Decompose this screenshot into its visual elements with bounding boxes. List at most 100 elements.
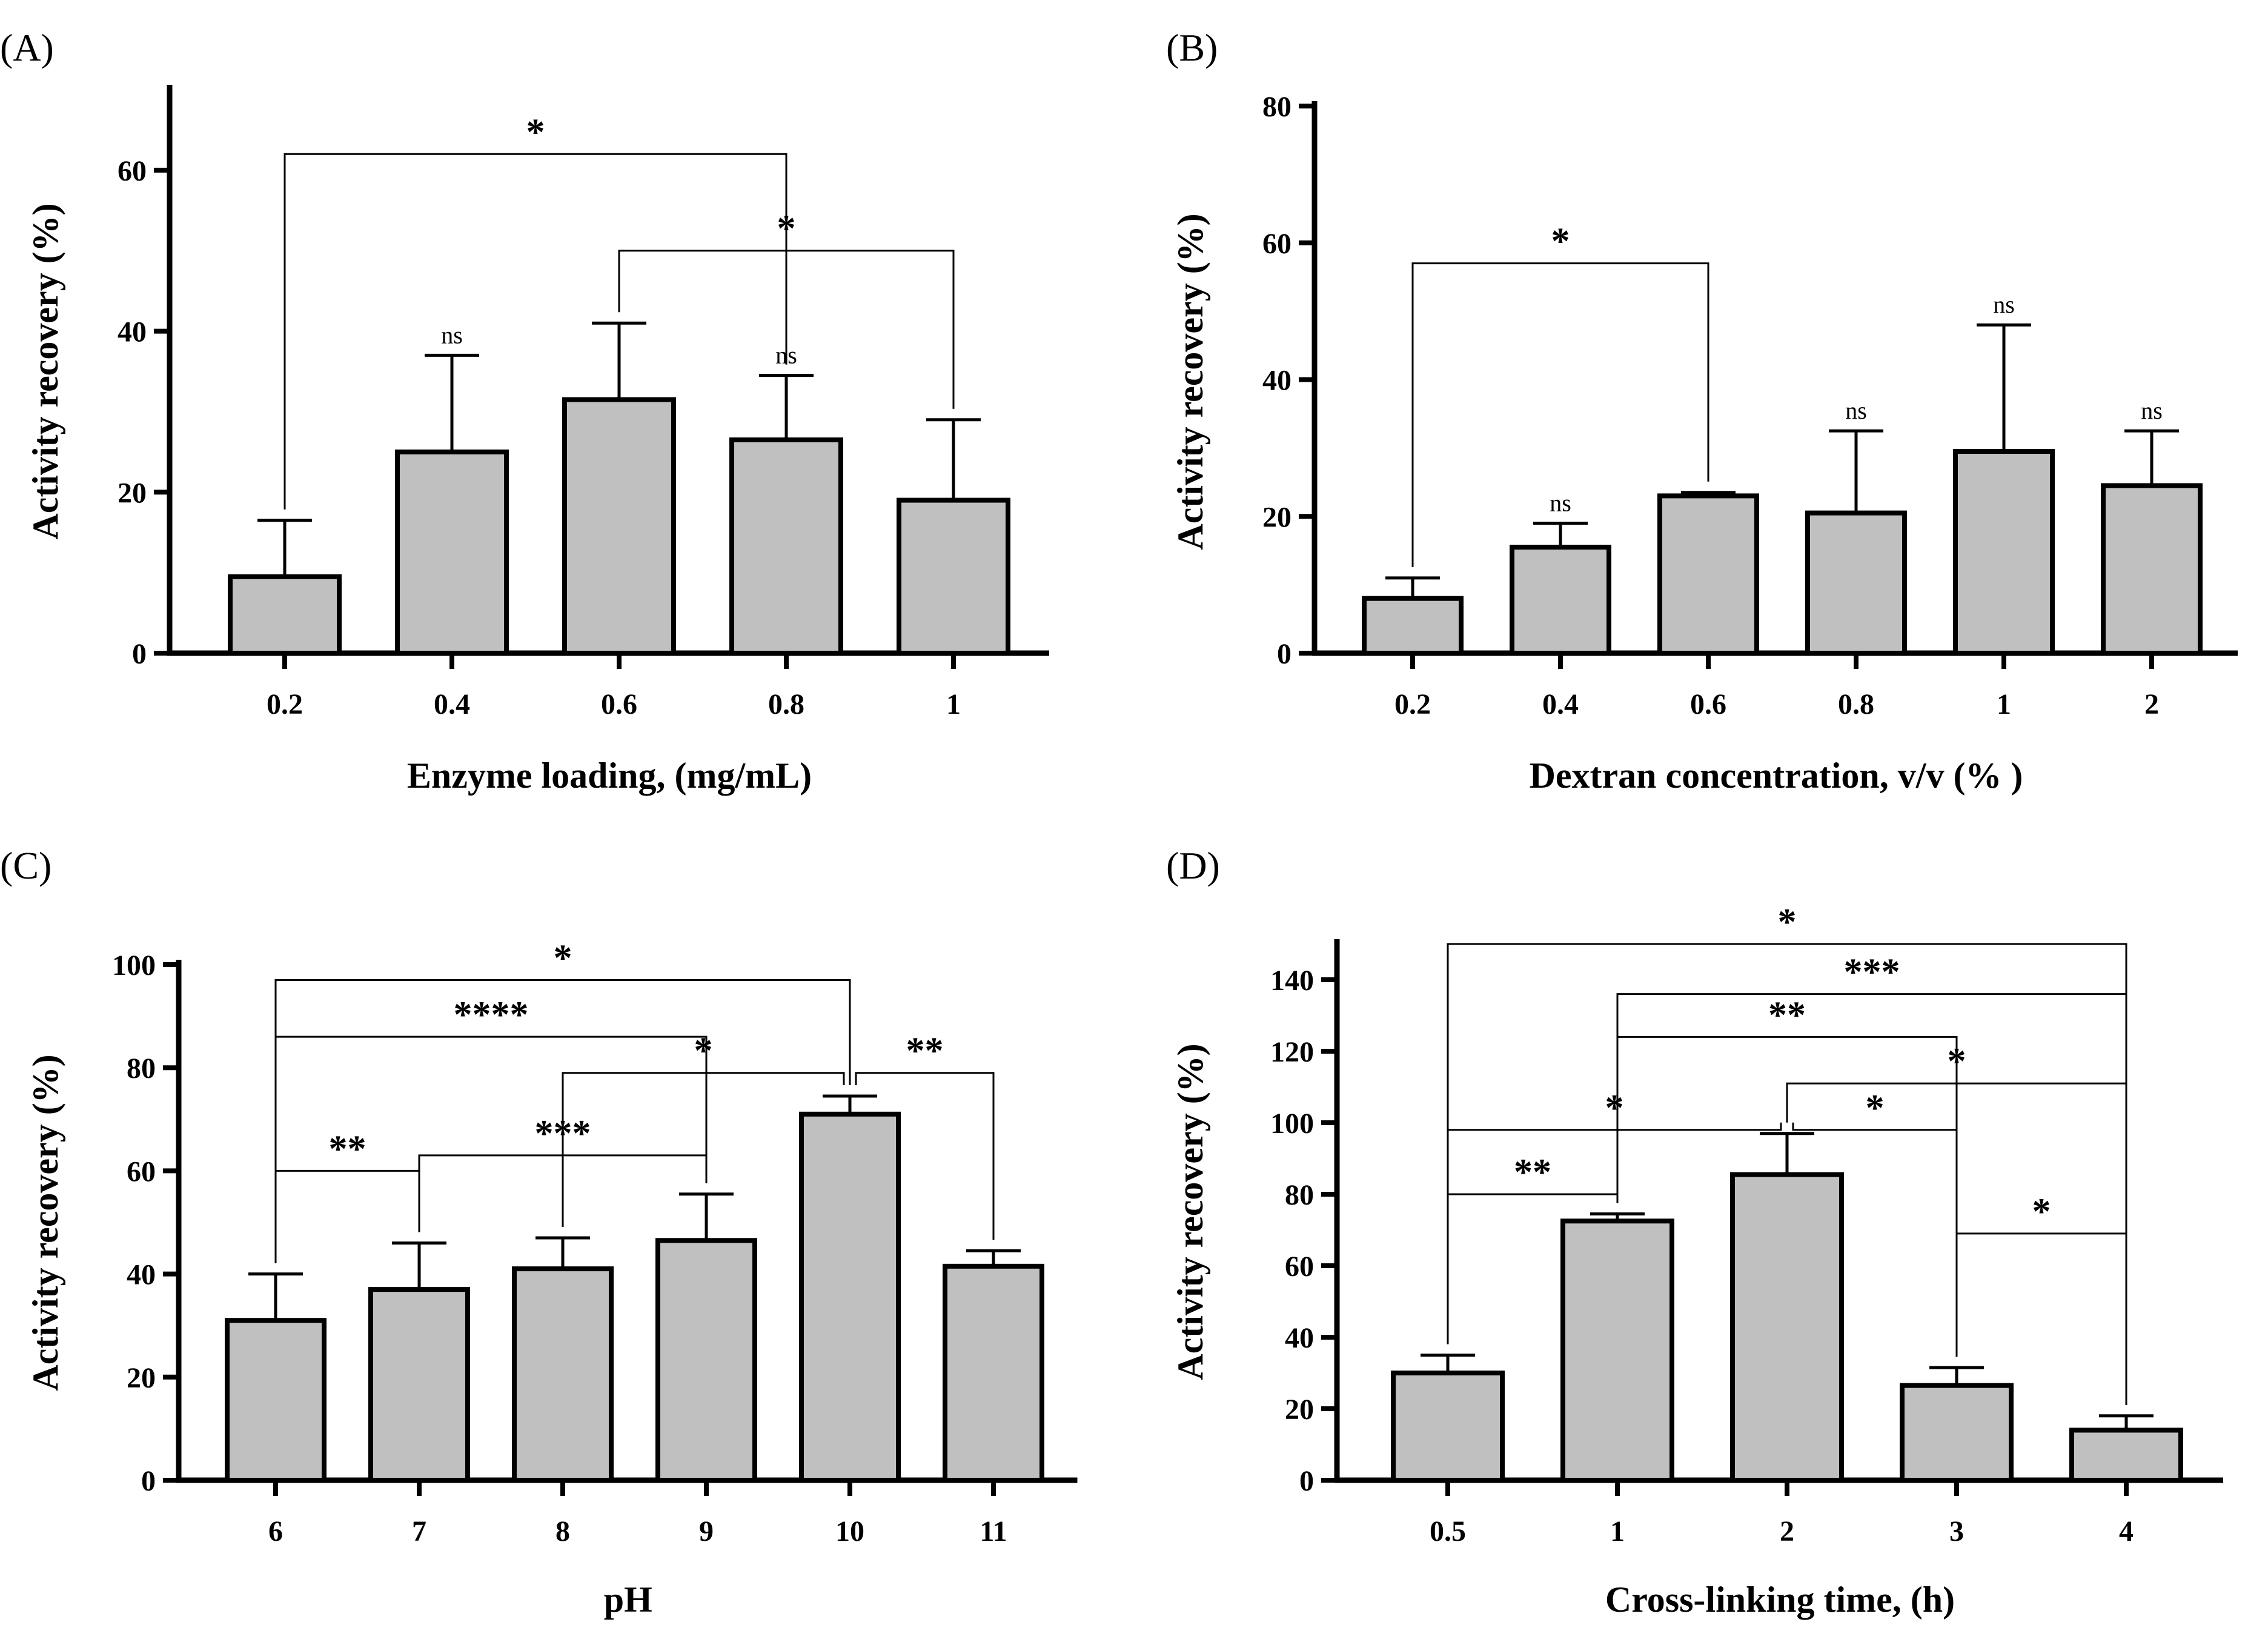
y-tick-label: 80 xyxy=(1285,1179,1314,1211)
bar xyxy=(1391,1371,1505,1483)
x-axis-title: pH xyxy=(604,1580,652,1620)
bar xyxy=(655,1238,757,1483)
bar xyxy=(1900,1383,2014,1483)
y-tick-label: 0 xyxy=(1277,638,1292,670)
x-tick-label: 8 xyxy=(555,1515,570,1547)
significance-label: ** xyxy=(906,1031,944,1072)
y-tick-label: 0 xyxy=(141,1465,156,1497)
significance-bracket xyxy=(1955,1232,2127,1405)
y-tick-label: 20 xyxy=(127,1362,156,1394)
significance-bracket xyxy=(618,250,955,409)
x-tick-label: 2 xyxy=(1780,1515,1794,1547)
x-axis-title: Dextran concentration, v/v (% ) xyxy=(1530,756,2023,796)
y-tick-label: 20 xyxy=(1285,1394,1314,1426)
panel-label: (D) xyxy=(1166,844,1220,887)
x-axis-title: Cross-linking time, (h) xyxy=(1605,1580,1955,1620)
significance-label: * xyxy=(1551,221,1570,262)
significance-label: * xyxy=(2032,1191,2051,1232)
ns-label: ns xyxy=(1550,490,1571,517)
ns-label: ns xyxy=(1845,397,1867,424)
x-axis-title: Enzyme loading, (mg/mL) xyxy=(407,756,812,796)
x-tick-label: 0.2 xyxy=(267,688,303,720)
y-tick-label: 60 xyxy=(118,155,147,187)
significance-label: ** xyxy=(1768,994,1806,1035)
x-tick-label: 0.4 xyxy=(1542,688,1579,720)
x-tick-label: 2 xyxy=(2144,688,2159,720)
bar xyxy=(368,1287,470,1483)
significance-bracket xyxy=(274,1035,708,1263)
y-axis-title: Activity recovery (%) xyxy=(1170,1043,1210,1380)
x-tick-label: 0.8 xyxy=(768,688,804,720)
bar xyxy=(1510,545,1611,656)
panel-label: (C) xyxy=(0,844,51,887)
chart-panel-b: (B) 0 20 40 60 80 0.2 0.4 ns 0.6 0.8 ns 1 ns 2 ns * Dextr… xyxy=(1166,26,2238,796)
significance-label: * xyxy=(1866,1088,1885,1129)
bar xyxy=(943,1263,1044,1483)
y-tick-label: 0 xyxy=(1299,1465,1314,1497)
bar xyxy=(729,437,843,656)
y-tick-label: 60 xyxy=(127,1155,156,1188)
significance-bracket xyxy=(1447,1193,1619,1345)
bar xyxy=(1560,1218,1674,1483)
significance-label: * xyxy=(777,208,796,250)
significance-label: **** xyxy=(454,994,529,1035)
x-tick-label: 0.5 xyxy=(1430,1515,1466,1547)
y-tick-label: 40 xyxy=(1285,1322,1314,1354)
bar xyxy=(1362,596,1464,656)
y-tick-label: 100 xyxy=(112,949,156,982)
y-tick-label: 20 xyxy=(118,477,147,509)
x-tick-label: 1 xyxy=(1997,688,2011,720)
x-tick-label: 0.6 xyxy=(601,688,637,720)
y-tick-label: 40 xyxy=(127,1259,156,1291)
y-axis-title: Activity recovery (%) xyxy=(1170,213,1210,550)
x-tick-label: 0.6 xyxy=(1690,688,1726,720)
bar xyxy=(512,1266,614,1483)
x-tick-label: 0.8 xyxy=(1838,688,1874,720)
y-axis-title: Activity recovery (%) xyxy=(25,1054,65,1391)
bar xyxy=(1953,449,2055,656)
bar xyxy=(225,1318,327,1483)
bar xyxy=(799,1111,901,1483)
x-tick-label: 9 xyxy=(699,1515,714,1547)
significance-label: * xyxy=(1778,902,1797,943)
significance-bracket xyxy=(274,1169,420,1263)
significance-label: * xyxy=(1948,1041,1966,1082)
y-tick-label: 0 xyxy=(132,638,147,670)
y-axis-title: Activity recovery (%) xyxy=(25,203,65,539)
y-tick-label: 80 xyxy=(1262,91,1292,123)
y-tick-label: 20 xyxy=(1262,501,1292,533)
x-tick-label: 4 xyxy=(2119,1515,2134,1547)
ns-label: ns xyxy=(441,321,463,348)
x-tick-label: 1 xyxy=(946,688,961,720)
x-tick-label: 0.4 xyxy=(434,688,470,720)
x-tick-label: 7 xyxy=(412,1515,426,1547)
x-tick-label: 1 xyxy=(1610,1515,1625,1547)
panel-label: (B) xyxy=(1166,26,1218,69)
significance-label: * xyxy=(1605,1088,1624,1129)
significance-label: ** xyxy=(1514,1152,1551,1193)
significance-bracket xyxy=(562,1072,845,1228)
panel-label: (A) xyxy=(0,26,54,69)
significance-label: *** xyxy=(535,1113,591,1154)
x-tick-label: 3 xyxy=(1949,1515,1964,1547)
bar xyxy=(2069,1428,2183,1483)
significance-label: *** xyxy=(1844,952,1900,993)
ns-label: ns xyxy=(2141,397,2163,424)
bar xyxy=(897,497,1010,656)
bar xyxy=(2101,483,2203,656)
y-tick-label: 40 xyxy=(118,316,147,348)
x-tick-label: 10 xyxy=(835,1515,864,1547)
x-tick-label: 6 xyxy=(268,1515,283,1547)
bar xyxy=(1730,1172,1844,1483)
y-tick-label: 60 xyxy=(1262,228,1292,260)
y-tick-label: 100 xyxy=(1270,1108,1314,1140)
bar xyxy=(1805,510,1907,656)
significance-bracket xyxy=(855,1072,995,1240)
y-tick-label: 140 xyxy=(1270,965,1314,997)
x-tick-label: 0.2 xyxy=(1394,688,1431,720)
ns-label: ns xyxy=(1993,291,2015,318)
